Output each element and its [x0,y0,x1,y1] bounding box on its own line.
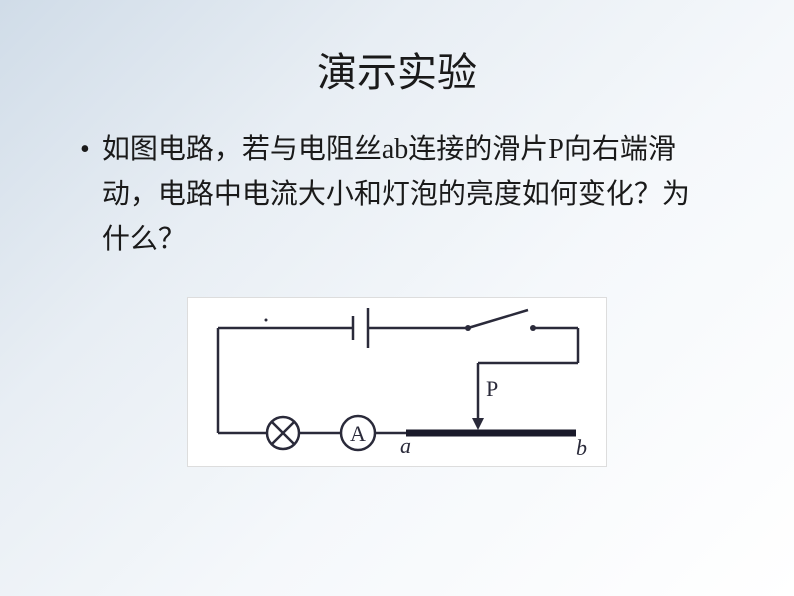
body-text: 如图电路，若与电阻丝ab连接的滑片P向右端滑动，电路中电流大小和灯泡的亮度如何变… [102,128,714,262]
stray-dot [265,319,268,322]
diagram-container: A P a b [60,297,734,467]
label-b: b [576,435,587,460]
slider-arrow-icon [472,418,484,430]
bullet-marker: • [80,128,90,173]
bullet-content: • 如图电路，若与电阻丝ab连接的滑片P向右端滑动，电路中电流大小和灯泡的亮度如… [80,128,714,262]
slide-title: 演示实验 [60,40,734,98]
circuit-svg: A P a b [188,298,608,468]
circuit-diagram: A P a b [187,297,607,467]
slide-container: 演示实验 • 如图电路，若与电阻丝ab连接的滑片P向右端滑动，电路中电流大小和灯… [0,0,794,596]
label-p: P [486,376,498,401]
switch-blade [468,310,528,328]
label-a: a [400,433,411,458]
ammeter-label: A [350,421,366,446]
